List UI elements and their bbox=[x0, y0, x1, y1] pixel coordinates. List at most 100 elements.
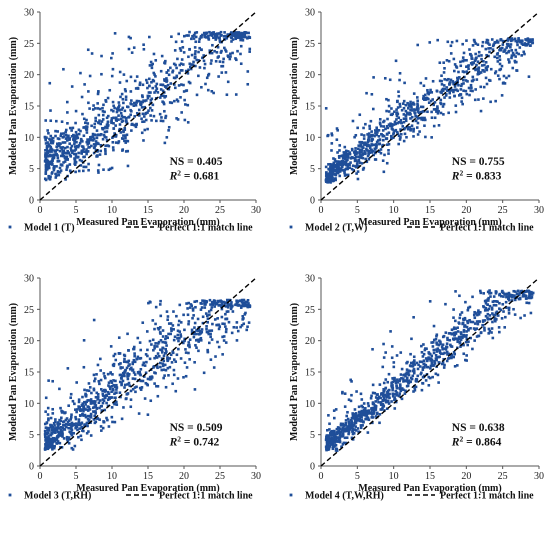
data-point bbox=[92, 137, 96, 140]
data-point bbox=[516, 289, 520, 293]
data-point bbox=[215, 33, 219, 37]
data-point bbox=[46, 129, 49, 132]
data-point bbox=[348, 152, 352, 156]
data-point bbox=[462, 328, 466, 332]
data-point bbox=[387, 123, 391, 126]
data-point bbox=[171, 382, 174, 386]
data-point bbox=[63, 160, 67, 163]
data-point bbox=[105, 123, 109, 127]
data-point bbox=[124, 141, 128, 144]
data-point bbox=[326, 441, 330, 445]
data-point bbox=[82, 147, 85, 151]
data-point bbox=[456, 337, 459, 341]
r2-superscript: 2 bbox=[177, 168, 181, 177]
data-point bbox=[150, 119, 153, 122]
data-point bbox=[483, 309, 487, 312]
data-point bbox=[121, 115, 125, 119]
data-point bbox=[419, 105, 423, 109]
data-point bbox=[431, 79, 435, 83]
data-point bbox=[454, 319, 457, 323]
data-point bbox=[369, 148, 373, 152]
data-point bbox=[164, 347, 167, 351]
data-point bbox=[92, 318, 96, 322]
data-point bbox=[483, 326, 486, 330]
data-point bbox=[74, 155, 78, 158]
data-point bbox=[224, 317, 227, 321]
data-point bbox=[341, 391, 344, 395]
data-point bbox=[422, 362, 426, 366]
data-point bbox=[159, 348, 162, 352]
data-point bbox=[358, 152, 361, 155]
data-point bbox=[83, 126, 86, 129]
data-point bbox=[135, 75, 139, 78]
data-point bbox=[68, 137, 72, 140]
data-point bbox=[124, 136, 127, 140]
data-point bbox=[516, 43, 519, 47]
data-point bbox=[371, 401, 375, 404]
data-point bbox=[462, 335, 465, 338]
data-point bbox=[150, 375, 154, 378]
legend-label-model: Model 2 (T,W) bbox=[305, 223, 367, 234]
data-point bbox=[94, 404, 98, 407]
data-point bbox=[386, 400, 390, 404]
data-point bbox=[443, 67, 446, 70]
data-point bbox=[209, 33, 213, 37]
data-point bbox=[82, 117, 86, 121]
data-point bbox=[491, 300, 495, 303]
data-point bbox=[392, 131, 396, 134]
data-point bbox=[356, 427, 360, 430]
data-point bbox=[237, 31, 241, 35]
legend-marker-points bbox=[289, 493, 293, 497]
data-point bbox=[159, 326, 162, 329]
data-point bbox=[113, 420, 117, 424]
data-point bbox=[155, 384, 158, 388]
data-point bbox=[459, 345, 462, 348]
data-point bbox=[86, 405, 90, 409]
data-point bbox=[396, 378, 399, 381]
data-point bbox=[388, 396, 391, 400]
data-point bbox=[116, 141, 120, 145]
data-point bbox=[330, 439, 334, 443]
data-point bbox=[203, 303, 206, 306]
data-point bbox=[61, 435, 64, 438]
data-point bbox=[177, 323, 180, 327]
data-point bbox=[202, 54, 206, 57]
data-point bbox=[354, 412, 358, 415]
data-point bbox=[341, 429, 344, 432]
data-point bbox=[51, 425, 55, 429]
data-point bbox=[85, 431, 89, 435]
data-point bbox=[210, 306, 214, 309]
data-point bbox=[62, 135, 66, 138]
data-point bbox=[456, 89, 459, 93]
data-point bbox=[405, 371, 409, 374]
data-point bbox=[194, 64, 197, 68]
data-point bbox=[65, 100, 69, 104]
data-point bbox=[148, 357, 152, 361]
data-point bbox=[474, 42, 478, 45]
r2-value: = 0.681 bbox=[181, 170, 219, 182]
data-point bbox=[185, 34, 189, 37]
data-point bbox=[133, 377, 137, 381]
data-point bbox=[105, 130, 109, 133]
data-point bbox=[329, 165, 333, 169]
data-point bbox=[416, 117, 420, 120]
data-point bbox=[428, 352, 432, 356]
data-point bbox=[65, 417, 69, 420]
data-point bbox=[117, 118, 120, 121]
data-point bbox=[349, 426, 353, 430]
data-point bbox=[222, 300, 225, 304]
data-point bbox=[330, 132, 334, 135]
data-point bbox=[233, 30, 236, 34]
data-point bbox=[48, 443, 52, 447]
data-point bbox=[152, 71, 156, 75]
data-point bbox=[439, 352, 443, 355]
data-point bbox=[443, 351, 446, 355]
data-point bbox=[144, 353, 148, 356]
data-point bbox=[495, 39, 499, 43]
data-point bbox=[460, 311, 464, 314]
data-point bbox=[465, 330, 468, 333]
data-point bbox=[349, 418, 353, 422]
data-point bbox=[425, 347, 428, 351]
data-point bbox=[194, 50, 197, 53]
data-point bbox=[66, 136, 69, 139]
